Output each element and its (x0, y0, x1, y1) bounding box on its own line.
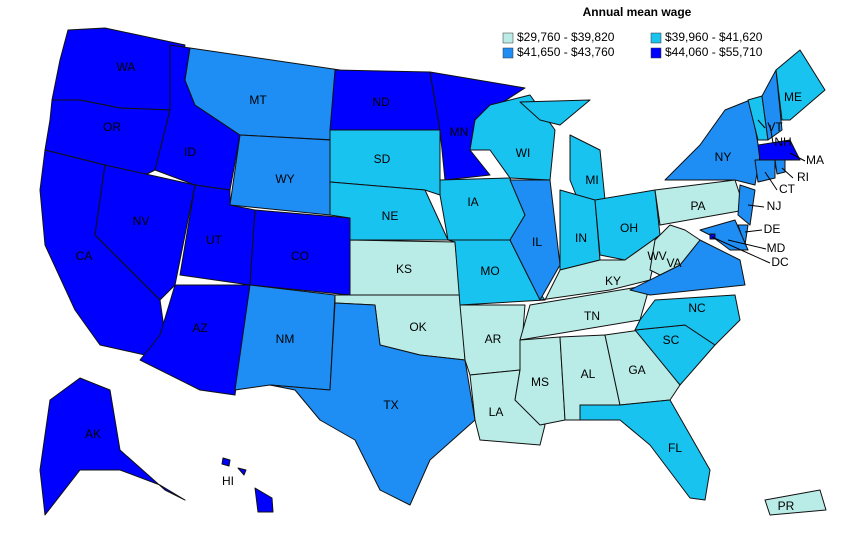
legend-label: $44,060 - $55,710 (665, 45, 763, 59)
state-label: MT (249, 93, 267, 107)
state-label: OR (103, 120, 121, 134)
legend-swatch (650, 47, 662, 59)
state-label: UT (206, 233, 223, 247)
state-label: TN (584, 309, 600, 323)
state-label: NV (133, 214, 150, 228)
state-label: IA (467, 195, 478, 209)
state-shape (429, 71, 526, 181)
leader-line (757, 119, 766, 129)
state-label: IN (575, 231, 587, 245)
state-label: OH (620, 221, 638, 235)
state-label: KS (396, 262, 412, 276)
state-shape (634, 294, 741, 346)
state-shape (699, 219, 749, 251)
leader-line (747, 204, 765, 208)
state-label: DC (771, 255, 789, 269)
state-label: MS (531, 375, 549, 389)
state-shape (221, 457, 231, 467)
state-label: NM (276, 332, 295, 346)
state-label: DE (764, 222, 781, 236)
state-label: NE (382, 209, 399, 223)
state-label: PA (690, 199, 705, 213)
state-label: MN (450, 125, 469, 139)
state-shape (664, 99, 761, 186)
leader-line (727, 239, 767, 250)
state-label: SD (374, 152, 391, 166)
leader-line (769, 124, 774, 144)
state-label: MD (767, 241, 786, 255)
state-label: AL (581, 367, 596, 381)
legend-swatch (650, 32, 662, 44)
state-label: NH (774, 135, 791, 149)
legend-label: $39,960 - $41,620 (665, 30, 763, 44)
leader-line (744, 229, 763, 233)
leader-line (789, 152, 806, 162)
state-label: WA (117, 60, 136, 74)
state-label: MI (585, 173, 598, 187)
state-label: MO (480, 264, 499, 278)
state-label: NC (688, 301, 706, 315)
state-label: FL (668, 441, 682, 455)
state-label: HI (222, 474, 234, 488)
state-shape (761, 69, 783, 141)
state-label: PR (778, 499, 795, 513)
state-label: AR (485, 332, 502, 346)
state-label: WV (647, 249, 666, 263)
state-label: CO (291, 249, 309, 263)
state-shape (519, 99, 591, 126)
state-label: SC (663, 333, 680, 347)
state-shape (237, 467, 247, 476)
state-label: CT (779, 182, 796, 196)
state-label: VT (767, 120, 783, 134)
state-shape (649, 224, 701, 276)
state-label: WI (516, 146, 531, 160)
states (39, 27, 827, 516)
state-label: MA (806, 153, 824, 167)
state-label: ID (184, 145, 196, 159)
state-shape (737, 184, 756, 226)
state-shape (329, 129, 441, 196)
legend-swatch (502, 47, 514, 59)
state-shape (439, 177, 526, 241)
state-label: TX (383, 398, 398, 412)
state-label: GA (628, 363, 645, 377)
state-label: RI (797, 170, 809, 184)
state-label: VA (666, 256, 681, 270)
state-label: ND (372, 95, 390, 109)
legend-label: $29,760 - $39,820 (517, 30, 615, 44)
state-shape (559, 189, 601, 271)
legend-swatch (502, 32, 514, 44)
leader-line (711, 236, 771, 264)
leader-line (764, 171, 778, 191)
legend-label: $41,650 - $43,760 (517, 45, 615, 59)
state-label: NJ (767, 199, 782, 213)
state-label: LA (489, 405, 504, 419)
state-shape (579, 399, 711, 501)
state-shape (757, 139, 801, 161)
state-shape (604, 329, 681, 406)
state-shape (94, 164, 196, 301)
state-label: AZ (192, 321, 207, 335)
state-shape (764, 489, 827, 516)
state-label: ME (784, 90, 802, 104)
state-shape (509, 179, 561, 301)
state-shape (774, 159, 786, 175)
state-label: OK (409, 320, 426, 334)
state-shape (269, 302, 476, 506)
state-label: KY (605, 274, 621, 288)
state-label: NY (715, 150, 732, 164)
state-label: WY (275, 172, 294, 186)
state-label: AK (85, 427, 101, 441)
state-shape (775, 49, 826, 121)
leader-line (781, 167, 794, 179)
state-label: CA (76, 249, 93, 263)
state-shape (254, 487, 274, 513)
state-shape (39, 377, 186, 516)
state-shape (754, 159, 776, 183)
legend-title: Annual mean wage (583, 5, 692, 19)
state-label: IL (532, 235, 542, 249)
